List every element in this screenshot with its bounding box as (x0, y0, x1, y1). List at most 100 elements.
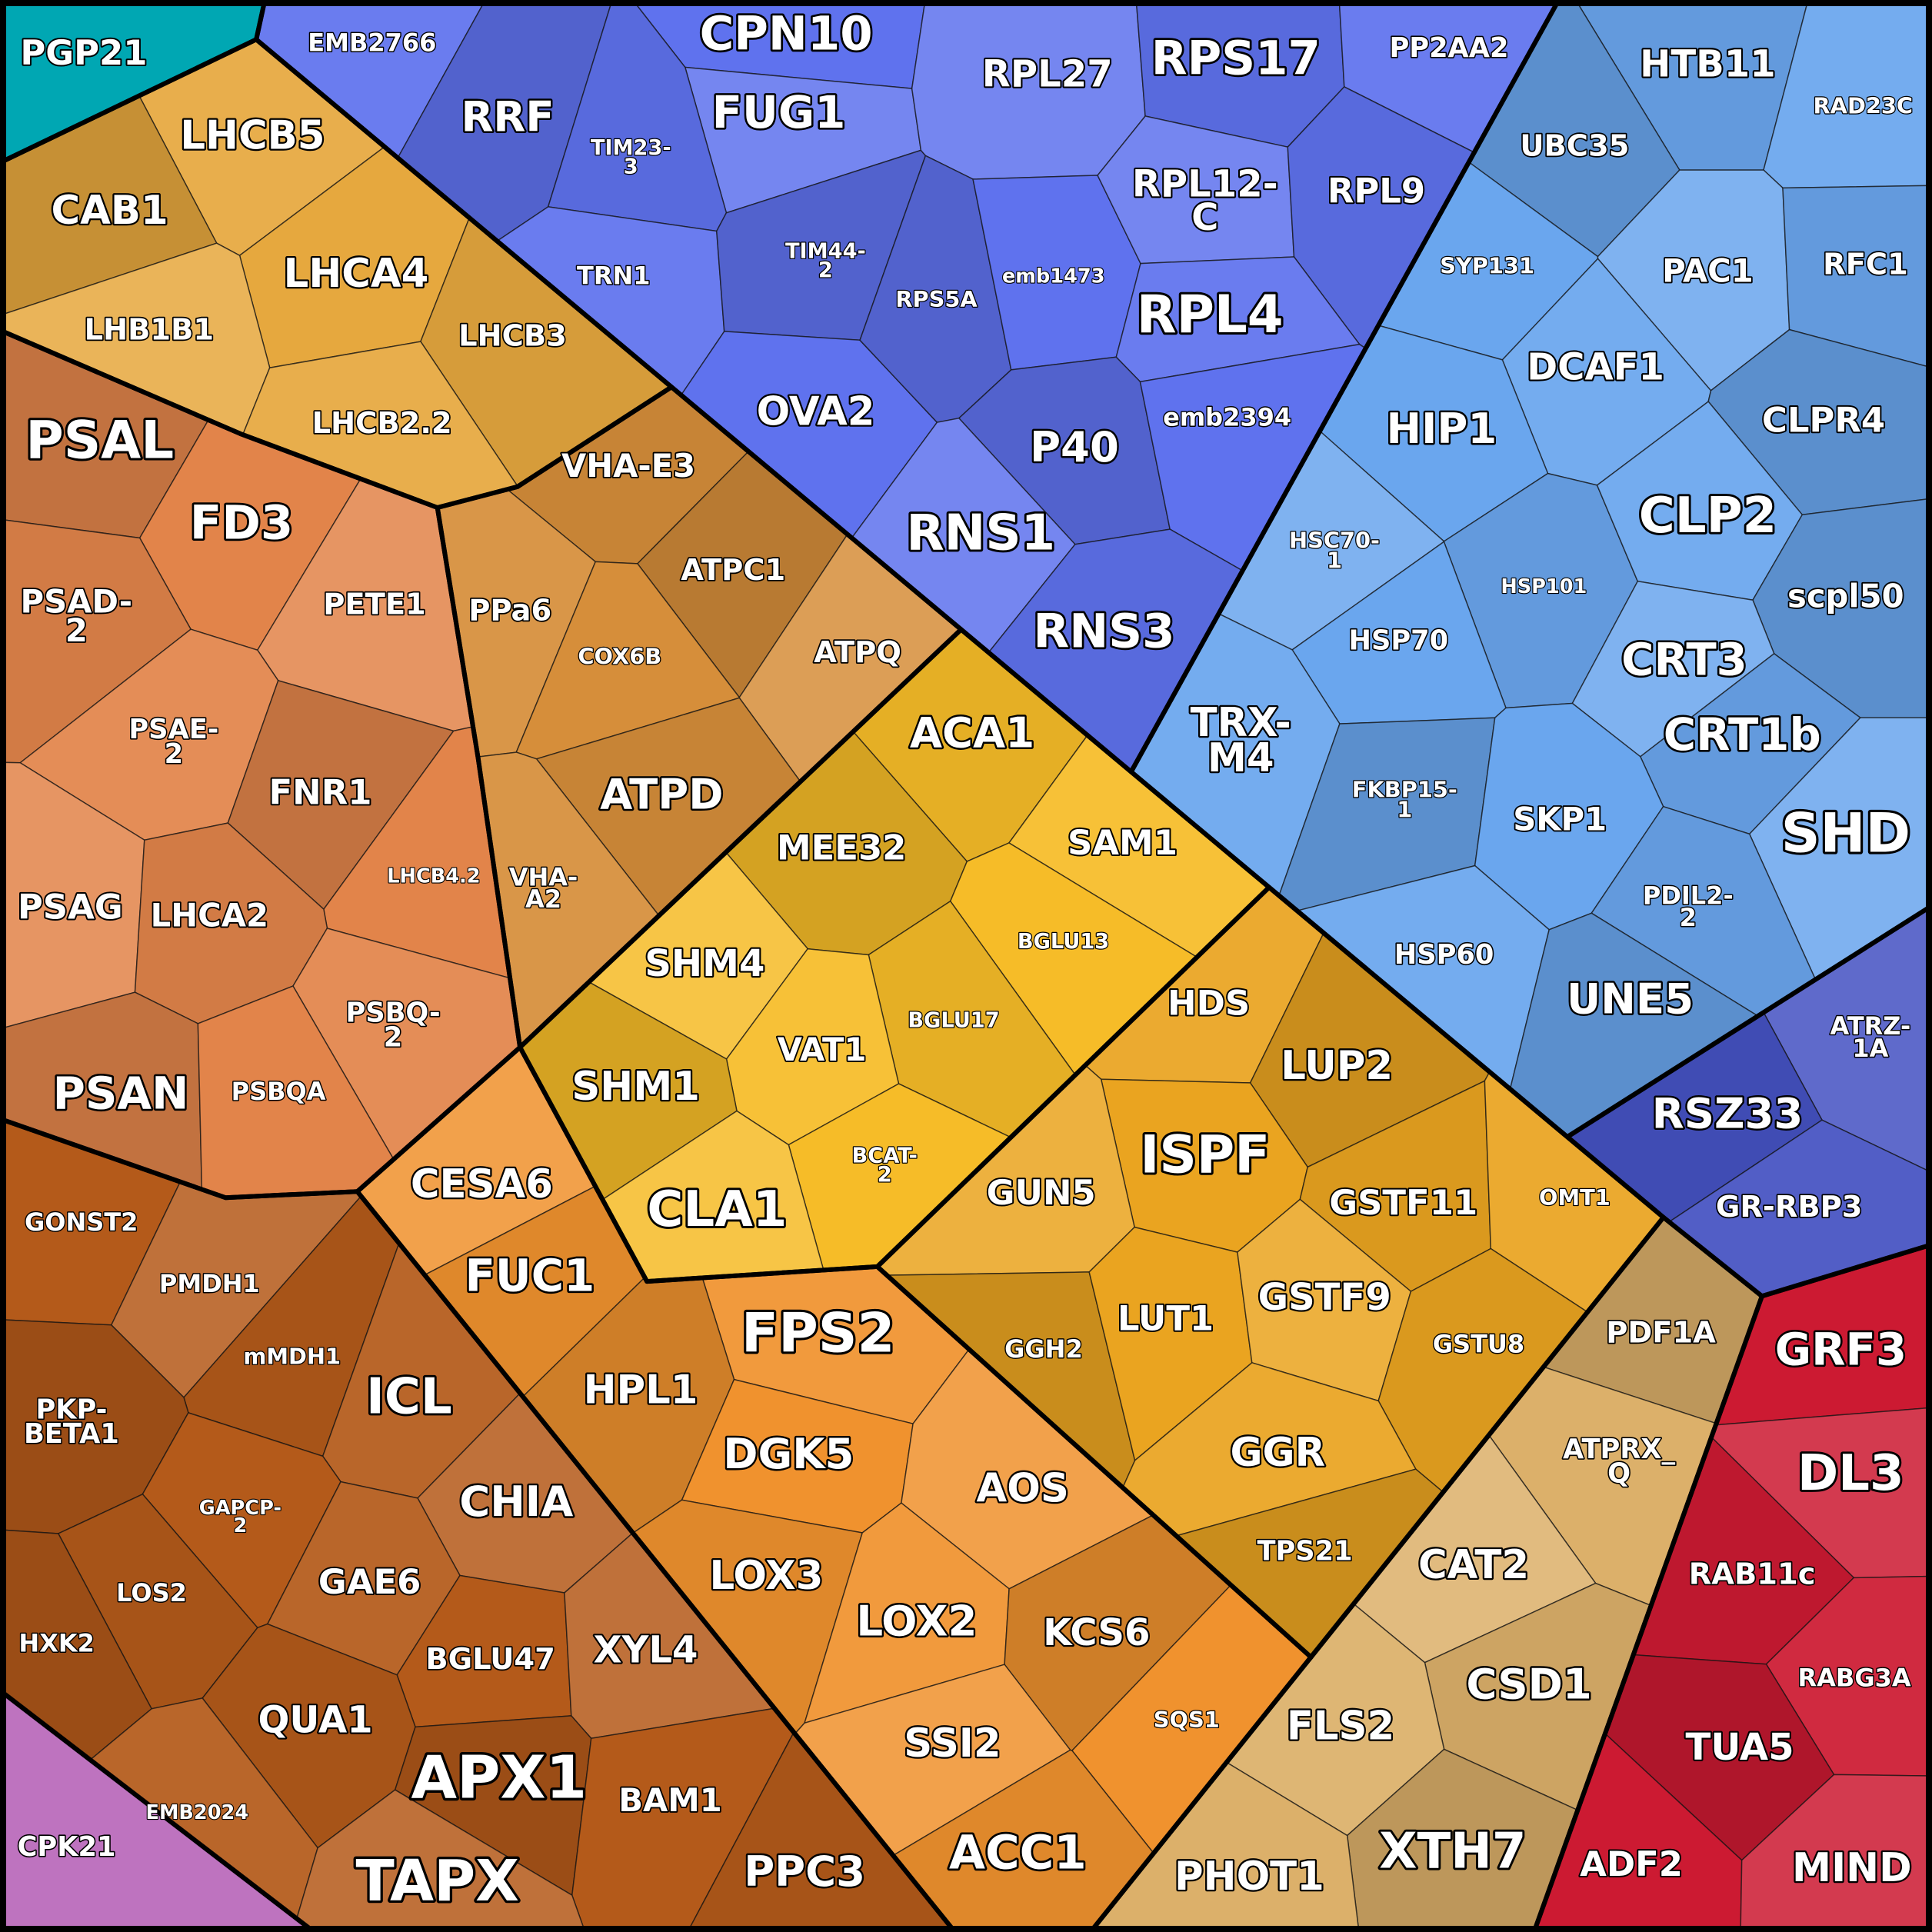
cell-label: KCS6 (1043, 1611, 1150, 1654)
cell-label: LHCA2 (151, 897, 268, 934)
label-line: PSAD- (21, 583, 133, 621)
label-line: 2 (878, 1162, 892, 1186)
cell-label: SAM1 (1068, 822, 1178, 863)
cell-label: RAB11c (1689, 1557, 1816, 1592)
cell-label: PDF1A (1606, 1316, 1716, 1351)
cell-label: P40 (1030, 422, 1119, 471)
cell-label: UNE5 (1567, 974, 1694, 1024)
cell-label: PSBQ-2 (345, 998, 440, 1054)
label-line: FKBP15- (1352, 776, 1457, 802)
cell-label: RPS17 (1151, 32, 1321, 86)
cell-label: PSBQA (232, 1077, 326, 1106)
cell-label: LHCB2.2 (312, 406, 452, 441)
cell-label: OVA2 (757, 388, 875, 435)
label-line: 2 (165, 738, 183, 770)
labels: PGP21 EMB2766 RRF CPN10 FUG1 TIM23-3 TRN1 TIM44… (16, 5, 1914, 1917)
label-line: 1 (1327, 548, 1342, 574)
cell-label: LOX2 (856, 1597, 977, 1646)
cell-label: GSTF9 (1258, 1276, 1391, 1319)
cell-label: RAD23C (1813, 92, 1913, 118)
cell-label: LUP2 (1281, 1043, 1393, 1089)
cell-label: SYP131 (1440, 253, 1534, 279)
cell-label: VHA-A2 (509, 862, 578, 914)
cell-label: LOX3 (710, 1553, 824, 1599)
cell-label: DGK5 (723, 1429, 854, 1478)
cell-label: SSI2 (904, 1720, 1001, 1767)
cell-label: RPL9 (1327, 171, 1425, 212)
label-line: ATPRX_ (1563, 1434, 1676, 1465)
cell-label: RPS5A (895, 286, 978, 312)
cell-label: GAPCP-2 (199, 1497, 281, 1537)
cell-label: MIND (1792, 1845, 1912, 1891)
cell-label: MEE32 (777, 827, 906, 868)
cell-label: QUA1 (258, 1699, 373, 1742)
cell-label: TAPX (356, 1849, 519, 1914)
cell-label: EMB2766 (308, 28, 436, 58)
cell-label: GGR (1230, 1430, 1325, 1476)
cell (295, 1789, 586, 1932)
cell-label: PSAN (53, 1067, 189, 1119)
cell-label: PHOT1 (1174, 1854, 1324, 1900)
cell-label: BGLU17 (908, 1009, 999, 1033)
cell-label: LHCB3 (458, 318, 567, 353)
cell-label: GAE6 (318, 1561, 421, 1602)
cell-label: OMT1 (1539, 1184, 1611, 1211)
cell-label: PKP-BETA1 (24, 1394, 119, 1451)
cell-label: TIM23-3 (591, 135, 671, 178)
cell-label: PSAG (18, 886, 123, 927)
cell-label: PGP21 (20, 32, 147, 73)
cell-label: PDIL2-2 (1643, 881, 1734, 932)
cell-label: GR-RBP3 (1716, 1190, 1863, 1224)
cell-label: PPC3 (744, 1847, 865, 1896)
label-line: 2 (818, 258, 833, 281)
cell-label: HPL1 (584, 1367, 698, 1413)
cell-label: RFC1 (1823, 248, 1908, 282)
cell-label: CSD1 (1466, 1659, 1591, 1708)
cell-label: FUC1 (465, 1250, 595, 1302)
cell-label: SHD (1781, 801, 1910, 864)
cell-label: ACA1 (910, 708, 1034, 758)
label-line: RPL12- (1132, 163, 1278, 206)
cell-label: GGH2 (1004, 1334, 1083, 1364)
cell-label: ICL (366, 1368, 452, 1425)
label-line: GAPCP- (199, 1497, 281, 1520)
cell-label: RPL12-C (1132, 163, 1278, 239)
cell-label: GSTU8 (1433, 1329, 1524, 1358)
label-line: PSBQ- (345, 998, 440, 1029)
cell-label: GSTF11 (1329, 1182, 1477, 1223)
cell-label: TRX-M4 (1191, 700, 1291, 781)
cell-label: PPa6 (468, 594, 551, 628)
cell-label: RABG3A (1798, 1664, 1911, 1693)
cell-label: ADF2 (1580, 1844, 1683, 1884)
cell-label: RNS1 (906, 505, 1055, 561)
label-line: M4 (1208, 735, 1274, 781)
label-line: TIM23- (591, 135, 671, 159)
cell-label: BGLU47 (425, 1642, 555, 1677)
cell-label: ATPD (600, 770, 723, 819)
label-line: HSC70- (1289, 528, 1380, 554)
cell-label: CAB1 (52, 188, 168, 234)
cell-label: HIP1 (1387, 404, 1497, 453)
cell-label: XYL4 (593, 1628, 698, 1671)
label-line: BCAT- (852, 1144, 918, 1168)
group-outline (0, 1688, 317, 1932)
cell-label: COX6B (578, 643, 661, 669)
cell-label: HTB11 (1640, 43, 1776, 86)
cell-label: CPN10 (700, 7, 873, 62)
cell-label: LHB1B1 (85, 312, 215, 347)
cell-label: VHA-E3 (561, 447, 695, 485)
cell-label: BCAT-2 (852, 1144, 918, 1187)
cell-label: ATPC1 (681, 553, 785, 588)
cell-label: GONST2 (25, 1208, 138, 1237)
cell-label: FD3 (190, 496, 294, 551)
cell-label: TUA5 (1686, 1726, 1794, 1769)
cell-label: PSAD-2 (21, 583, 133, 650)
cell-label: FUG1 (712, 86, 846, 138)
cell-label: RNS3 (1033, 605, 1174, 659)
cell-label: PP2AA2 (1389, 32, 1508, 64)
cell-label: VAT1 (778, 1031, 867, 1068)
cell-label: DL3 (1797, 1445, 1904, 1502)
cell-label: XTH7 (1379, 1824, 1526, 1880)
